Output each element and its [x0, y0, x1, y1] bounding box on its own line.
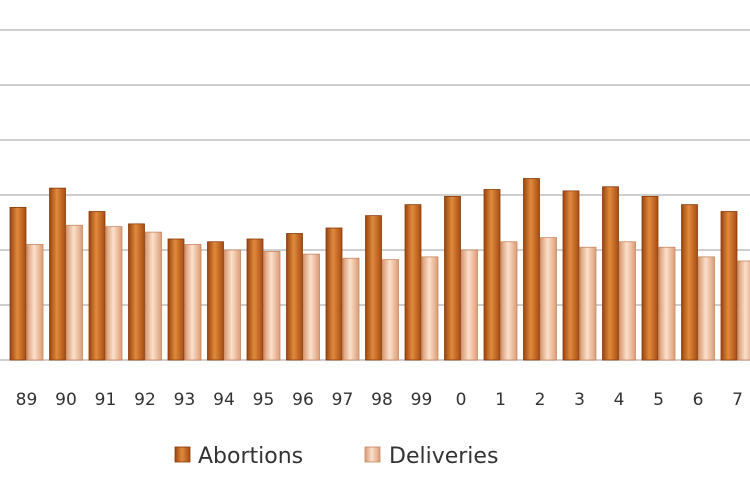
bar-deliveries-92 — [145, 231, 162, 361]
x-tick-label: 92 — [134, 390, 156, 410]
x-tick-label: 0 — [456, 390, 467, 410]
bar-deliveries-94 — [224, 249, 241, 361]
bar-abortions-5 — [641, 195, 659, 361]
legend-entry-abortions: Abortions — [174, 444, 303, 469]
bar-abortions-0 — [444, 195, 461, 361]
legend-label-abortions: Abortions — [198, 444, 303, 469]
x-tick-label: 96 — [292, 390, 314, 410]
legend-entry-deliveries: Deliveries — [364, 444, 498, 469]
bar-abortions-91 — [88, 211, 106, 361]
bar-abortions-93 — [167, 238, 185, 361]
x-tick-label: 4 — [614, 390, 625, 410]
x-tick-labels: 8990919293949596979899012345678 — [16, 390, 743, 410]
x-tick-label: 7 — [732, 390, 743, 410]
x-tick-label: 90 — [55, 390, 77, 410]
bar-abortions-98 — [365, 215, 382, 361]
bar-abortions-95 — [246, 238, 264, 361]
bar-deliveries-95 — [263, 250, 281, 361]
bar-deliveries-7 — [737, 260, 750, 361]
bar-deliveries-98 — [382, 259, 399, 361]
bar-abortions-3 — [562, 190, 580, 361]
bar-deliveries-2 — [540, 237, 557, 361]
x-tick-label: 94 — [213, 390, 235, 410]
x-tick-label: 5 — [653, 390, 664, 410]
bar-deliveries-3 — [579, 246, 597, 361]
x-tick-label: 89 — [16, 390, 38, 410]
bar-deliveries-97 — [342, 257, 360, 361]
legend-label-deliveries: Deliveries — [389, 444, 498, 469]
x-tick-label: 3 — [574, 390, 585, 410]
bar-abortions-2 — [523, 178, 540, 361]
bar-abortions-4 — [602, 186, 619, 361]
bars — [9, 178, 750, 361]
bar-deliveries-99 — [421, 256, 439, 361]
bar-deliveries-96 — [303, 253, 320, 361]
bar-abortions-94 — [207, 241, 224, 361]
bar-abortions-1 — [483, 189, 501, 361]
bar-abortions-6 — [681, 204, 698, 361]
legend-swatch-abortions — [174, 446, 191, 463]
x-tick-label: 97 — [332, 390, 354, 410]
bar-deliveries-93 — [184, 244, 202, 361]
bar-deliveries-1 — [500, 241, 518, 361]
legend: Abortions Deliveries — [174, 444, 498, 469]
bar-deliveries-89 — [26, 244, 44, 361]
x-tick-label: 93 — [174, 390, 196, 410]
bar-abortions-90 — [49, 187, 66, 361]
x-tick-label: 99 — [411, 390, 433, 410]
x-tick-label: 95 — [253, 390, 275, 410]
bar-abortions-7 — [720, 211, 738, 361]
x-tick-label: 6 — [693, 390, 704, 410]
bar-abortions-92 — [128, 223, 145, 361]
bar-deliveries-4 — [619, 241, 636, 361]
bar-abortions-89 — [9, 206, 27, 361]
x-tick-label: 91 — [95, 390, 117, 410]
legend-swatch-deliveries — [364, 446, 381, 463]
bar-deliveries-6 — [698, 256, 715, 361]
bar-abortions-99 — [404, 204, 422, 361]
x-tick-label: 1 — [495, 390, 506, 410]
x-tick-label: 2 — [535, 390, 546, 410]
x-tick-label: 98 — [371, 390, 393, 410]
bar-deliveries-0 — [461, 249, 478, 361]
bar-abortions-96 — [286, 233, 303, 361]
bar-deliveries-90 — [66, 224, 83, 361]
bar-deliveries-91 — [105, 226, 123, 361]
bar-deliveries-5 — [658, 246, 676, 361]
bar-abortions-97 — [325, 227, 343, 361]
